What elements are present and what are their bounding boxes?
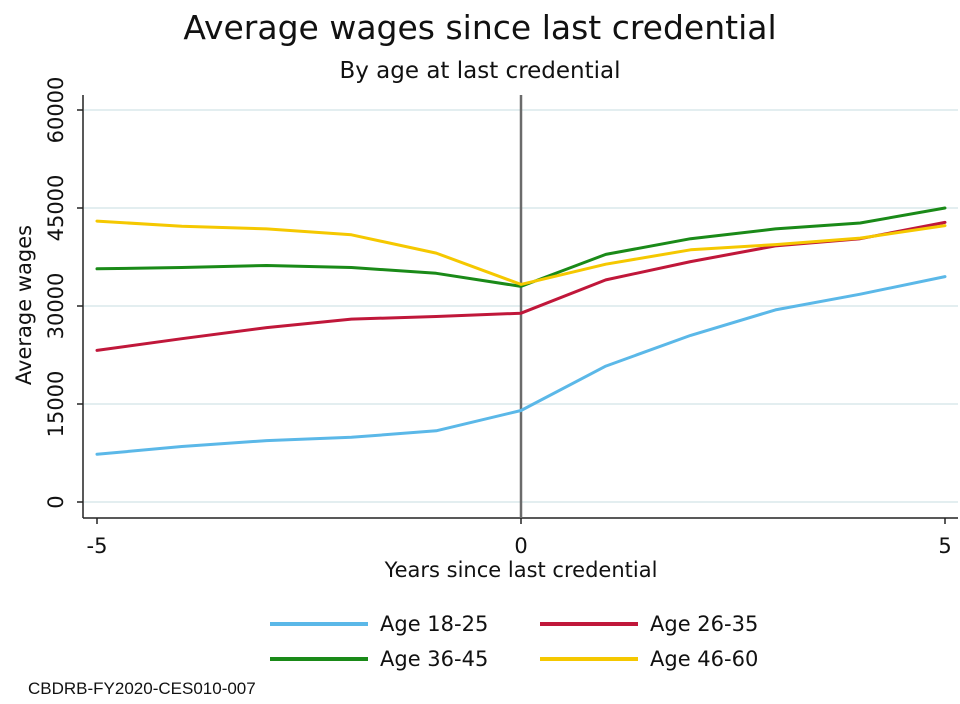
legend-swatch: [540, 657, 638, 661]
legend-label: Age 36-45: [380, 647, 489, 671]
chart-subtitle: By age at last credential: [339, 58, 621, 84]
legend-item: Age 26-35: [540, 612, 758, 636]
y-tick-label: 45000: [44, 175, 68, 242]
series-line-age-46-60: [95, 219, 947, 286]
legend-item: Age 18-25: [270, 612, 488, 636]
x-axis-label: Years since last credential: [384, 558, 658, 582]
y-tick-label: 60000: [44, 77, 68, 144]
x-tick-label: 0: [514, 534, 527, 558]
legend-swatch: [270, 657, 368, 661]
series-lines: [95, 206, 947, 456]
tick-labels: 0 15000 30000 45000 60000 -5 0 5: [44, 77, 952, 558]
x-tick-label: 5: [938, 534, 951, 558]
disclosure-note: CBDRB-FY2020-CES010-007: [28, 679, 256, 698]
series-line-age-36-45: [95, 206, 947, 288]
chart-title: Average wages since last credential: [183, 8, 777, 47]
y-axis-label: Average wages: [12, 224, 36, 386]
legend-item: Age 36-45: [270, 647, 488, 671]
legend-label: Age 18-25: [380, 612, 489, 636]
y-tick-label: 0: [44, 495, 68, 508]
y-tick-label: 30000: [44, 273, 68, 340]
axes: [77, 95, 958, 524]
legend-label: Age 46-60: [650, 647, 759, 671]
legend-swatch: [270, 622, 368, 626]
series-line-age-18-25: [95, 275, 947, 456]
x-tick-label: -5: [87, 534, 108, 558]
legend-item: Age 46-60: [540, 647, 758, 671]
legend-label: Age 26-35: [650, 612, 759, 636]
y-tick-label: 15000: [44, 371, 68, 438]
legend-swatch: [540, 622, 638, 626]
